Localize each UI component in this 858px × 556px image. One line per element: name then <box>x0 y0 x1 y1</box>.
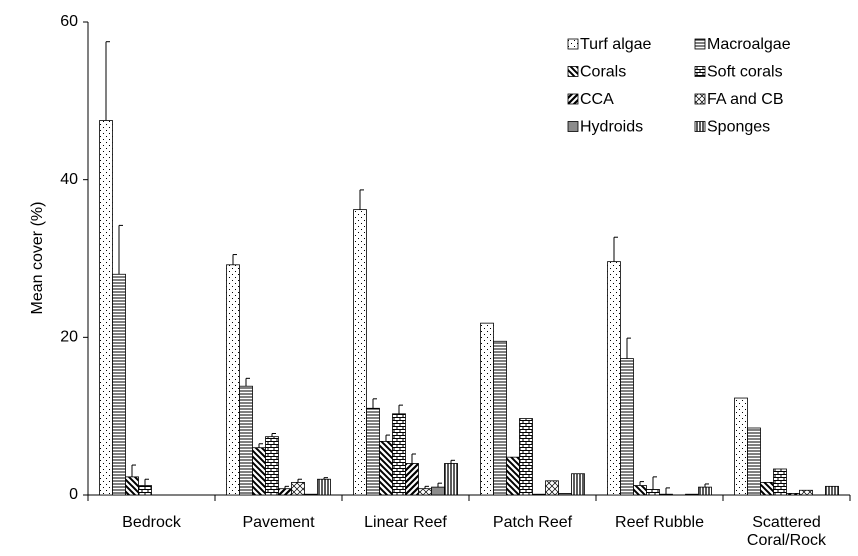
bar <box>734 397 748 496</box>
legend-swatch <box>567 121 579 132</box>
bar <box>825 485 839 496</box>
legend-label: FA and CB <box>707 91 784 108</box>
x-tick-label: Pavement <box>242 514 315 531</box>
bar <box>125 476 139 496</box>
bar <box>747 427 761 496</box>
bar <box>99 120 113 496</box>
bar <box>532 493 546 496</box>
bar <box>112 273 126 496</box>
y-tick-label: 60 <box>60 13 78 30</box>
bar <box>138 485 152 496</box>
bar <box>431 486 445 496</box>
legend-swatch <box>567 93 579 105</box>
legend-swatch <box>694 93 706 105</box>
bar <box>760 481 774 496</box>
legend-swatch <box>567 38 579 50</box>
legend-label: Macroalgae <box>707 36 791 53</box>
bar <box>799 489 813 496</box>
bar <box>773 468 787 496</box>
legend-swatch <box>694 66 706 77</box>
legend-label: Hydroids <box>580 119 643 136</box>
bar <box>659 493 673 496</box>
legend-label: Turf algae <box>580 36 652 53</box>
bar <box>418 488 432 496</box>
y-tick-label: 40 <box>60 171 78 188</box>
bar <box>620 358 634 496</box>
legend-label: CCA <box>580 91 614 108</box>
legend-swatch <box>694 121 706 132</box>
bar <box>392 413 406 496</box>
bar <box>239 385 253 496</box>
bar <box>698 486 712 496</box>
bar <box>571 473 585 496</box>
bar <box>353 209 367 496</box>
legend-swatch <box>567 66 579 77</box>
bar <box>226 264 240 496</box>
legend-swatch <box>694 38 706 50</box>
y-tick-label: 20 <box>60 329 78 346</box>
bar <box>480 322 494 496</box>
x-tick-label: Linear Reef <box>364 514 447 531</box>
bar <box>545 480 559 496</box>
x-tick-label: Scattered Coral/Rock <box>746 514 827 549</box>
bar <box>633 485 647 496</box>
bar <box>519 418 533 496</box>
x-tick-label: Patch Reef <box>492 514 573 531</box>
bar <box>405 463 419 496</box>
bar <box>379 440 393 496</box>
bar <box>444 463 458 496</box>
bar <box>506 456 520 496</box>
bar <box>265 436 279 496</box>
bar <box>607 261 621 496</box>
bar <box>366 407 380 496</box>
bar <box>252 447 266 496</box>
legend-label: Sponges <box>707 119 770 136</box>
bar <box>558 493 572 496</box>
bar <box>786 493 800 496</box>
legend-label: Corals <box>580 64 626 81</box>
bar <box>685 493 699 496</box>
bar <box>291 481 305 496</box>
y-tick-label: 0 <box>69 486 78 503</box>
bar <box>646 489 660 496</box>
bar <box>304 493 318 496</box>
x-tick-label: Bedrock <box>122 514 181 531</box>
y-axis-label: Mean cover (%) <box>29 202 46 315</box>
bar <box>317 478 331 496</box>
legend-label: Soft corals <box>707 64 783 81</box>
x-tick-label: Reef Rubble <box>615 514 704 531</box>
bar <box>278 488 292 496</box>
bar <box>493 340 507 496</box>
